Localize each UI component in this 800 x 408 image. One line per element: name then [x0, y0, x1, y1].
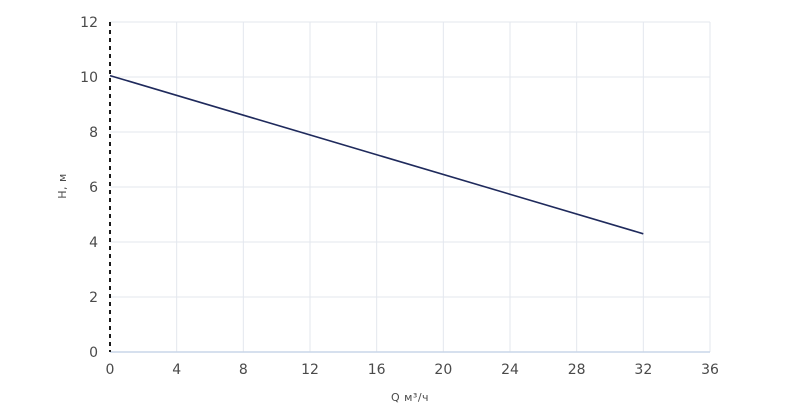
y-tick-label: 8 [89, 125, 98, 141]
x-tick-label: 20 [434, 362, 452, 378]
x-tick-label: 4 [172, 362, 181, 378]
x-tick-label: 16 [368, 362, 386, 378]
x-tick-label: 12 [301, 362, 319, 378]
x-tick-label: 24 [501, 362, 519, 378]
y-tick-label: 2 [89, 290, 98, 306]
x-tick-label: 8 [239, 362, 248, 378]
axes [109, 22, 710, 353]
x-axis-title: Q м³/ч [391, 391, 429, 404]
x-tick-label: 0 [106, 362, 115, 378]
y-axis-title: H, м [56, 173, 69, 199]
x-tick-label: 36 [701, 362, 719, 378]
series-line-1 [109, 74, 644, 235]
x-tick-label: 32 [634, 362, 652, 378]
series-layer [109, 74, 644, 235]
grid [110, 21, 711, 352]
y-tick-label: 0 [89, 345, 98, 361]
y-tick-label: 10 [80, 70, 98, 86]
x-tick-label: 28 [568, 362, 586, 378]
y-tick-label: 12 [80, 15, 98, 31]
y-tick-label: 6 [89, 180, 98, 196]
y-tick-label: 4 [89, 235, 98, 251]
